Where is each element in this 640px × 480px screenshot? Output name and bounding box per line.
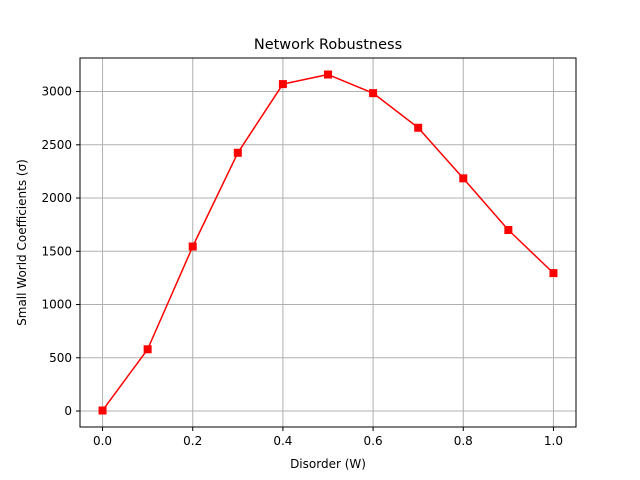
data-point-marker: [324, 70, 332, 79]
y-tick-label: 2500: [41, 138, 72, 152]
y-tick-label: 1000: [41, 298, 72, 312]
y-tick-label: 2000: [41, 191, 72, 205]
data-point-marker: [143, 345, 152, 354]
chart-title: Network Robustness: [254, 37, 402, 53]
y-axis-label: Small World Coefficients (σ): [15, 159, 29, 326]
x-axis-label: Disorder (W): [290, 457, 366, 471]
plot-area-frame: [79, 57, 577, 428]
data-point-marker: [549, 269, 558, 278]
data-point-marker: [504, 225, 513, 234]
data-point-marker: [188, 242, 197, 251]
data-point-marker: [414, 123, 423, 132]
y-tick-label: 1500: [41, 244, 72, 258]
y-tick-label: 3000: [41, 85, 72, 99]
x-tick-label: 0.4: [273, 434, 292, 448]
data-point-marker: [369, 89, 378, 98]
series-line: [101, 73, 554, 411]
x-tick-label: 0.2: [183, 434, 202, 448]
ticks-layer: 0.0 0.2 0.4 0.6 0.8 1.0 0 500 1000 1500 2000 2500 30…: [41, 85, 563, 448]
data-point-marker: [278, 80, 287, 89]
x-tick-label: 0.8: [454, 434, 473, 448]
x-tick-label: 1.0: [544, 434, 563, 448]
y-tick-label: 500: [49, 351, 72, 365]
x-tick-label: 0.0: [93, 434, 112, 448]
y-tick-label: 0: [64, 404, 72, 418]
grid-layer: [80, 58, 576, 427]
x-tick-label: 0.6: [364, 434, 383, 448]
data-point-marker: [98, 406, 107, 415]
data-point-marker: [233, 148, 242, 157]
data-point-marker: [459, 174, 468, 183]
series-layer: [98, 70, 558, 415]
